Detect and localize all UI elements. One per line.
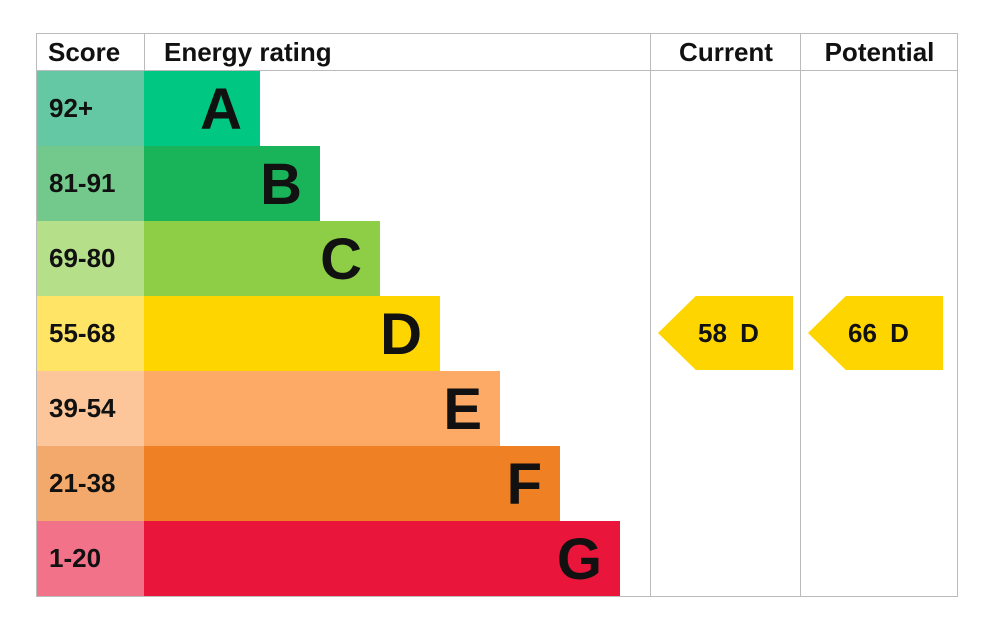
border-current-left	[650, 33, 651, 597]
rating-bar-c: C	[144, 221, 380, 296]
score-range-c: 69-80	[37, 221, 144, 296]
rating-bar-e: E	[144, 371, 500, 446]
score-range-b: 81-91	[37, 146, 144, 221]
rating-bar-a: A	[144, 71, 260, 146]
score-range-a: 92+	[37, 71, 144, 146]
rating-bar-g: G	[144, 521, 620, 596]
potential-rating-label: 66 D	[848, 318, 909, 348]
rating-bar-f: F	[144, 446, 560, 521]
score-range-e: 39-54	[37, 371, 144, 446]
score-range-f: 21-38	[37, 446, 144, 521]
border-header-bottom	[36, 70, 958, 71]
header-potential: Potential	[824, 37, 935, 67]
border-right	[957, 33, 958, 597]
rating-bar-d: D	[144, 296, 440, 371]
current-rating-arrow: 58 D	[658, 296, 793, 370]
rating-bar-b: B	[144, 146, 320, 221]
header-score: Score	[48, 37, 121, 67]
score-range-d: 55-68	[37, 296, 144, 371]
border-left	[36, 33, 37, 597]
border-potential-left	[800, 33, 801, 597]
current-rating-label: 58 D	[698, 318, 759, 348]
border-top	[36, 33, 958, 34]
border-score	[144, 33, 145, 71]
border-bottom	[36, 596, 958, 597]
potential-rating-arrow: 66 D	[808, 296, 943, 370]
header-current: Current	[679, 37, 773, 67]
score-range-g: 1-20	[37, 521, 144, 596]
header-energy-rating: Energy rating	[164, 37, 332, 67]
